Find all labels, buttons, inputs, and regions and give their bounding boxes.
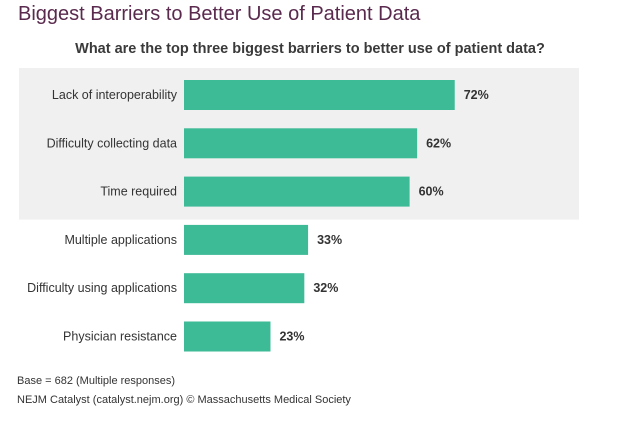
footnote-source: NEJM Catalyst (catalyst.nejm.org) © Mass…	[17, 394, 351, 406]
category-label: Physician resistance	[63, 330, 177, 344]
category-label: Difficulty collecting data	[47, 136, 177, 150]
value-label: 62%	[426, 136, 451, 150]
category-label: Difficulty using applications	[27, 281, 177, 295]
value-label: 23%	[279, 330, 304, 344]
bar	[184, 80, 455, 110]
value-label: 60%	[419, 185, 444, 199]
bar	[184, 273, 305, 304]
value-label: 72%	[464, 88, 489, 102]
bar	[184, 321, 271, 352]
page-title: Biggest Barriers to Better Use of Patien…	[18, 3, 421, 25]
category-label: Time required	[100, 185, 177, 199]
bar	[184, 176, 410, 207]
category-label: Multiple applications	[64, 233, 177, 247]
footnote-base: Base = 682 (Multiple responses)	[17, 375, 176, 387]
category-label: Lack of interoperability	[52, 88, 178, 102]
chart-title: What are the top three biggest barriers …	[75, 41, 545, 57]
bar	[184, 128, 418, 159]
bar	[184, 224, 309, 255]
value-label: 32%	[313, 281, 338, 295]
value-label: 33%	[317, 233, 342, 247]
